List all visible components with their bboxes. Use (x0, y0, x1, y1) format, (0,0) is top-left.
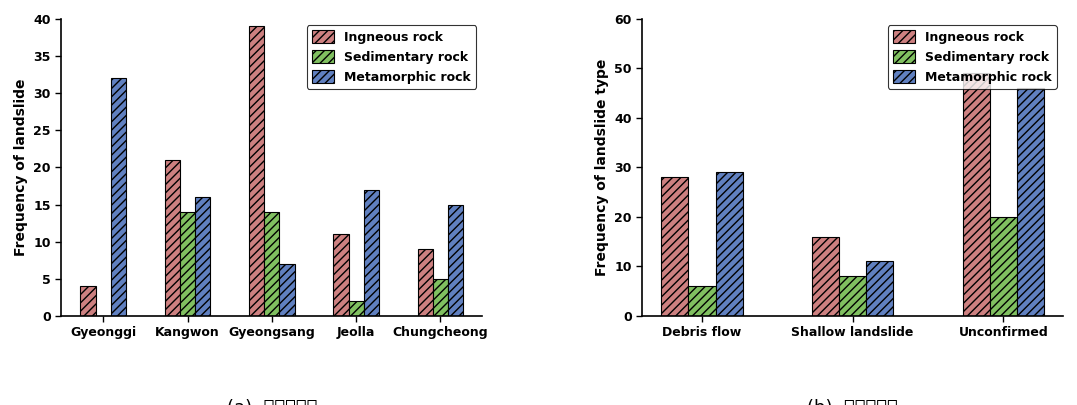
Bar (81, 286, 96, 316)
Bar (111, 78, 126, 316)
Y-axis label: Frequency of landslide type: Frequency of landslide type (595, 59, 609, 276)
Bar (448, 205, 463, 316)
Bar (866, 262, 893, 316)
Bar (661, 177, 688, 316)
Bar (990, 217, 1017, 316)
Bar (418, 249, 433, 316)
Bar (180, 212, 195, 316)
Y-axis label: Frequency of landslide: Frequency of landslide (14, 79, 28, 256)
Text: (b)  발생유형별: (b) 발생유형별 (808, 399, 898, 405)
Bar (279, 264, 295, 316)
Legend: Ingneous rock, Sedimentary rock, Metamorphic rock: Ingneous rock, Sedimentary rock, Metamor… (307, 25, 476, 89)
Bar (963, 73, 990, 316)
Legend: Ingneous rock, Sedimentary rock, Metamorphic rock: Ingneous rock, Sedimentary rock, Metamor… (887, 25, 1057, 89)
Bar (839, 276, 866, 316)
Bar (715, 173, 743, 316)
Text: (a)  발생지역별: (a) 발생지역별 (226, 399, 317, 405)
Bar (364, 190, 379, 316)
Bar (264, 212, 279, 316)
Bar (195, 197, 210, 316)
Bar (1017, 88, 1044, 316)
Bar (812, 237, 839, 316)
Bar (688, 286, 715, 316)
Bar (249, 26, 264, 316)
Bar (334, 234, 349, 316)
Bar (349, 301, 364, 316)
Bar (165, 160, 180, 316)
Bar (433, 279, 448, 316)
